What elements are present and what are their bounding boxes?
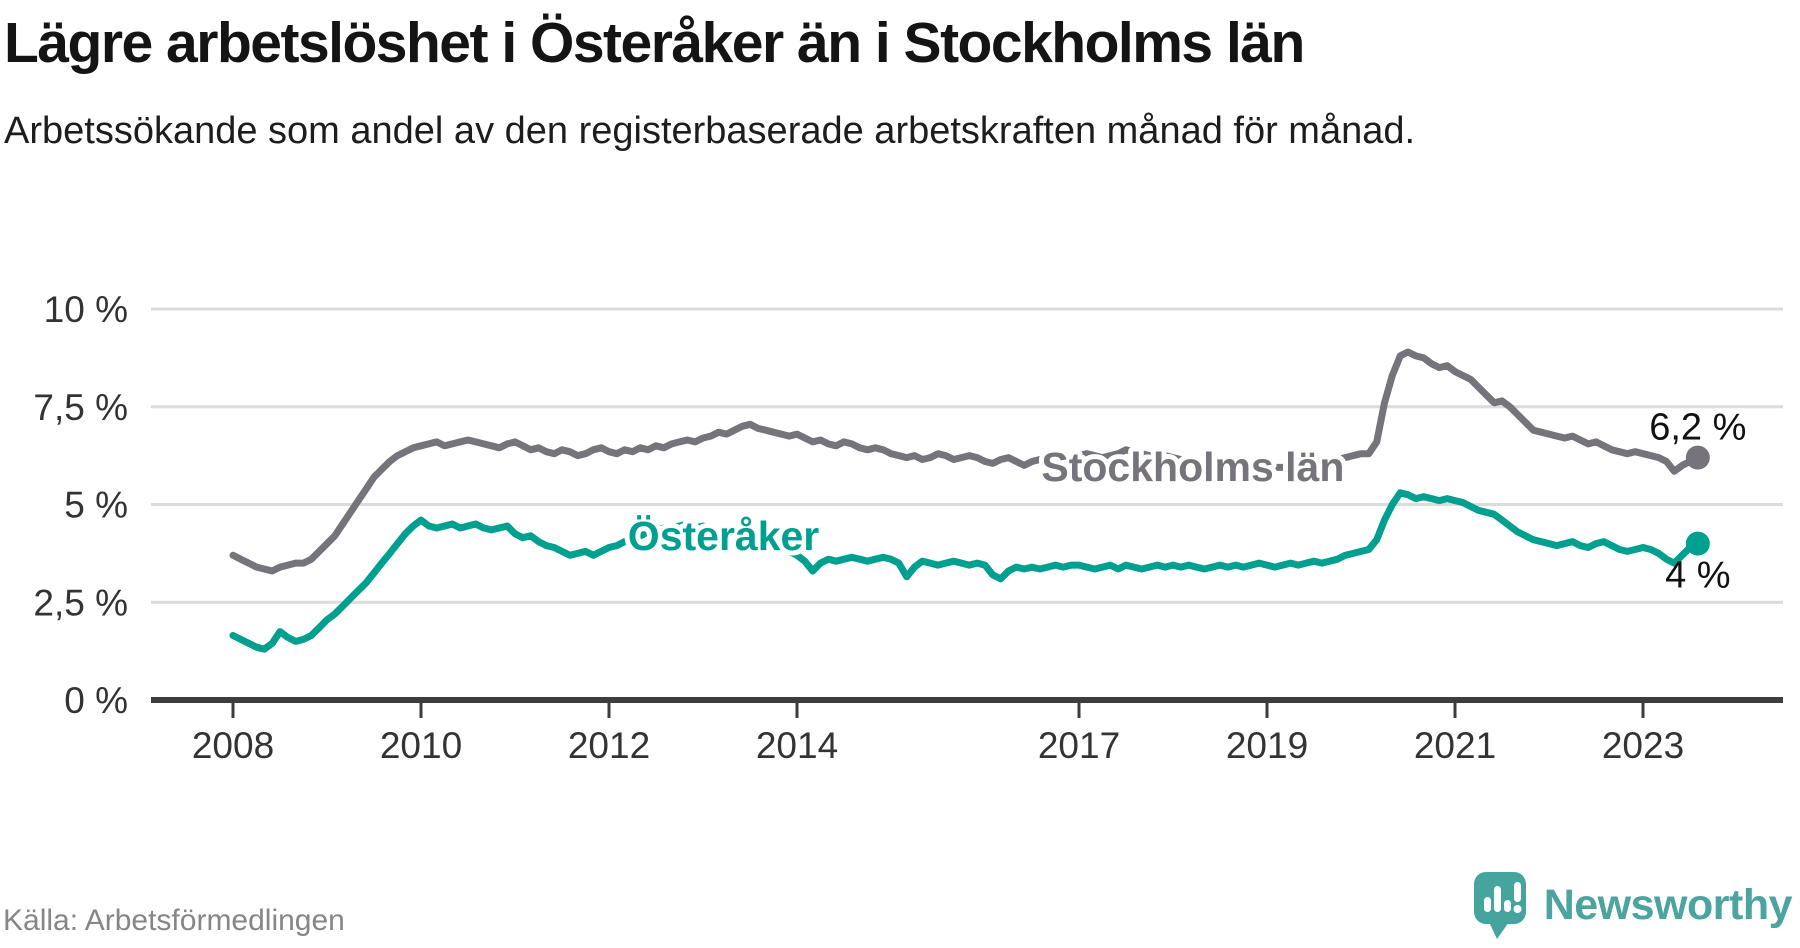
endpoint-dot-osteraker — [1685, 531, 1710, 556]
series-line-osteraker — [229, 489, 1702, 653]
newsworthy-bubble-icon — [1473, 872, 1526, 939]
x-tick-label: 2021 — [1414, 725, 1496, 766]
series-label-stockholm: Stockholms län — [1041, 444, 1344, 490]
y-tick-label: 0 % — [64, 680, 128, 721]
chart-header: Lägre arbetslöshet i Österåker än i Stoc… — [4, 10, 1784, 159]
y-tick-label: 5 % — [64, 485, 128, 526]
page-title: Lägre arbetslöshet i Österåker än i Stoc… — [4, 11, 1305, 75]
newsworthy-logo: Newsworthy — [1472, 870, 1793, 940]
x-tick-label: 2010 — [380, 725, 462, 766]
series-line-stockholm — [229, 348, 1702, 575]
endpoint-dot-stockholm — [1685, 445, 1710, 470]
x-tick-label: 2008 — [192, 725, 274, 766]
source-note: Källa: Arbetsförmedlingen — [3, 904, 345, 937]
end-value-label-osteraker: 4 % — [1665, 555, 1730, 597]
y-tick-label: 7,5 % — [33, 387, 128, 428]
chart-subtitle: Arbetssökande som andel av den registerb… — [4, 110, 1416, 152]
y-tick-label: 2,5 % — [33, 582, 128, 623]
x-tick-label: 2019 — [1226, 725, 1308, 766]
x-tick-label: 2017 — [1038, 725, 1120, 766]
end-value-label-stockholm: 6,2 % — [1649, 407, 1746, 449]
newsworthy-wordmark: Newsworthy — [1543, 880, 1793, 929]
x-tick-label: 2012 — [568, 725, 650, 766]
x-tick-label: 2014 — [756, 725, 838, 766]
y-tick-label: 10 % — [44, 289, 128, 330]
series-label-osteraker: Österåker — [628, 513, 820, 559]
line-chart-area: 2008 2010 2012 2014 2017 2019 2021 2023 10 % 7,5 … — [0, 250, 1800, 790]
x-tick-label: 2023 — [1602, 725, 1684, 766]
line-chart: 2008 2010 2012 2014 2017 2019 2021 2023 10 % 7,5 … — [33, 289, 1783, 766]
